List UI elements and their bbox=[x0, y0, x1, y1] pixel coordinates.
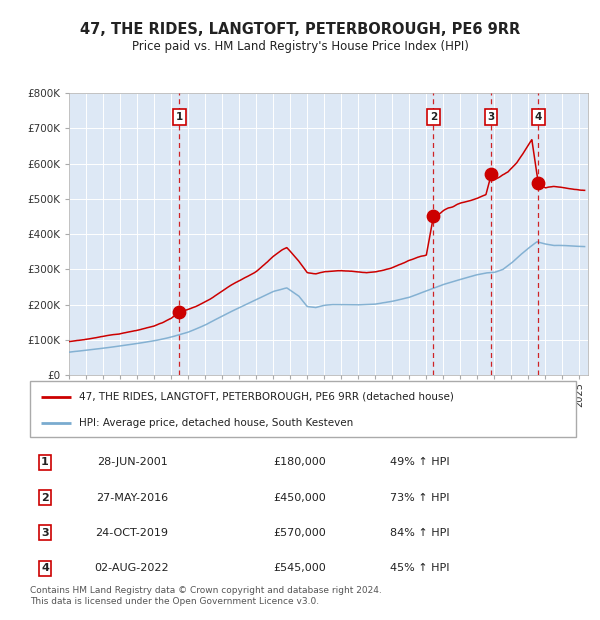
Point bbox=[487, 169, 496, 179]
Text: £545,000: £545,000 bbox=[274, 563, 326, 574]
Text: 73% ↑ HPI: 73% ↑ HPI bbox=[390, 492, 450, 503]
Text: 3: 3 bbox=[41, 528, 49, 538]
Text: 1: 1 bbox=[176, 112, 183, 122]
Text: £570,000: £570,000 bbox=[274, 528, 326, 538]
Text: 4: 4 bbox=[535, 112, 542, 122]
Text: Price paid vs. HM Land Registry's House Price Index (HPI): Price paid vs. HM Land Registry's House … bbox=[131, 40, 469, 53]
Text: 47, THE RIDES, LANGTOFT, PETERBOROUGH, PE6 9RR (detached house): 47, THE RIDES, LANGTOFT, PETERBOROUGH, P… bbox=[79, 392, 454, 402]
Text: 24-OCT-2019: 24-OCT-2019 bbox=[95, 528, 169, 538]
Text: 02-AUG-2022: 02-AUG-2022 bbox=[95, 563, 169, 574]
Point bbox=[428, 211, 438, 221]
Text: 45% ↑ HPI: 45% ↑ HPI bbox=[390, 563, 450, 574]
Text: 2: 2 bbox=[41, 492, 49, 503]
Point bbox=[533, 178, 543, 188]
Text: £180,000: £180,000 bbox=[274, 457, 326, 467]
FancyBboxPatch shape bbox=[30, 381, 576, 437]
Text: 2: 2 bbox=[430, 112, 437, 122]
Text: 3: 3 bbox=[488, 112, 495, 122]
Text: £450,000: £450,000 bbox=[274, 492, 326, 503]
Text: 84% ↑ HPI: 84% ↑ HPI bbox=[390, 528, 450, 538]
Text: 4: 4 bbox=[41, 563, 49, 574]
Text: 27-MAY-2016: 27-MAY-2016 bbox=[96, 492, 168, 503]
Text: 47, THE RIDES, LANGTOFT, PETERBOROUGH, PE6 9RR: 47, THE RIDES, LANGTOFT, PETERBOROUGH, P… bbox=[80, 22, 520, 37]
Text: 1: 1 bbox=[41, 457, 49, 467]
Text: Contains HM Land Registry data © Crown copyright and database right 2024.
This d: Contains HM Land Registry data © Crown c… bbox=[30, 585, 382, 606]
Point bbox=[175, 307, 184, 317]
Text: 28-JUN-2001: 28-JUN-2001 bbox=[97, 457, 167, 467]
Text: HPI: Average price, detached house, South Kesteven: HPI: Average price, detached house, Sout… bbox=[79, 418, 353, 428]
Text: 49% ↑ HPI: 49% ↑ HPI bbox=[390, 457, 450, 467]
